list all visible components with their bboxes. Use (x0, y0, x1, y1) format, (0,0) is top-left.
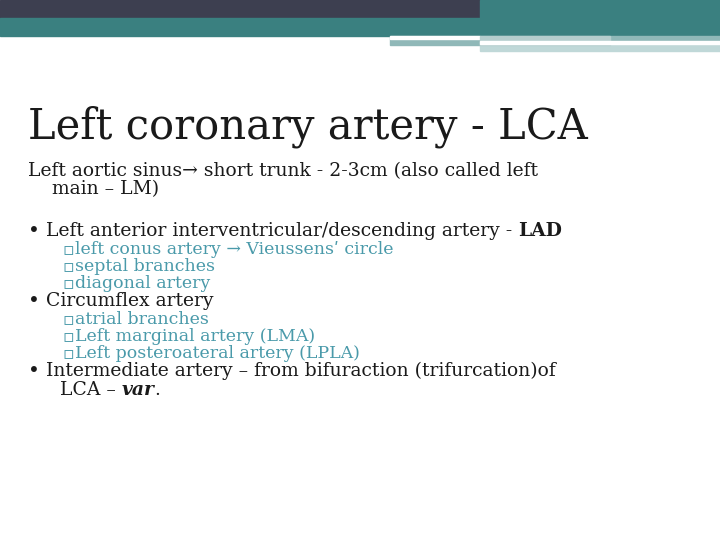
Text: Left coronary artery - LCA: Left coronary artery - LCA (28, 105, 588, 147)
Text: atrial branches: atrial branches (75, 311, 209, 328)
Bar (480, 36, 610, 45)
Text: Left marginal artery (LMA): Left marginal artery (LMA) (75, 328, 315, 345)
Text: septal branches: septal branches (75, 258, 215, 275)
Bar (480, 41, 720, 44)
Text: Left aortic sinus→ short trunk - 2-3cm (also called left: Left aortic sinus→ short trunk - 2-3cm (… (28, 162, 538, 180)
Text: ▫: ▫ (62, 258, 73, 276)
Bar (390, 36, 480, 39)
Text: left conus artery → Vieussensʹ circle: left conus artery → Vieussensʹ circle (75, 241, 394, 258)
Text: •: • (28, 362, 40, 381)
Text: •: • (28, 222, 40, 241)
Text: LCA –: LCA – (60, 381, 122, 399)
Text: var: var (122, 381, 155, 399)
Bar (390, 36, 480, 45)
Bar (480, 36, 720, 45)
Text: Intermediate artery – from bifuraction (trifurcation)of: Intermediate artery – from bifuraction (… (46, 362, 556, 380)
Bar (0, 0, 720, 18)
Text: Circumflex artery: Circumflex artery (46, 292, 214, 310)
Text: .: . (155, 381, 161, 399)
Text: ▫: ▫ (62, 328, 73, 346)
Text: •: • (28, 292, 40, 311)
Text: ▫: ▫ (62, 311, 73, 329)
Text: ▫: ▫ (62, 345, 73, 363)
Bar (480, 44, 720, 51)
Bar (480, 0, 720, 36)
Text: Left anterior interventricular/descending artery -: Left anterior interventricular/descendin… (46, 222, 518, 240)
Text: ▫: ▫ (62, 241, 73, 259)
Text: ▫: ▫ (62, 275, 73, 293)
Text: main – LM): main – LM) (28, 180, 159, 198)
Text: LAD: LAD (518, 222, 562, 240)
Bar (0, 18, 720, 36)
Text: diagonal artery: diagonal artery (75, 275, 210, 292)
Text: Left posteroateral artery (LPLA): Left posteroateral artery (LPLA) (75, 345, 360, 362)
